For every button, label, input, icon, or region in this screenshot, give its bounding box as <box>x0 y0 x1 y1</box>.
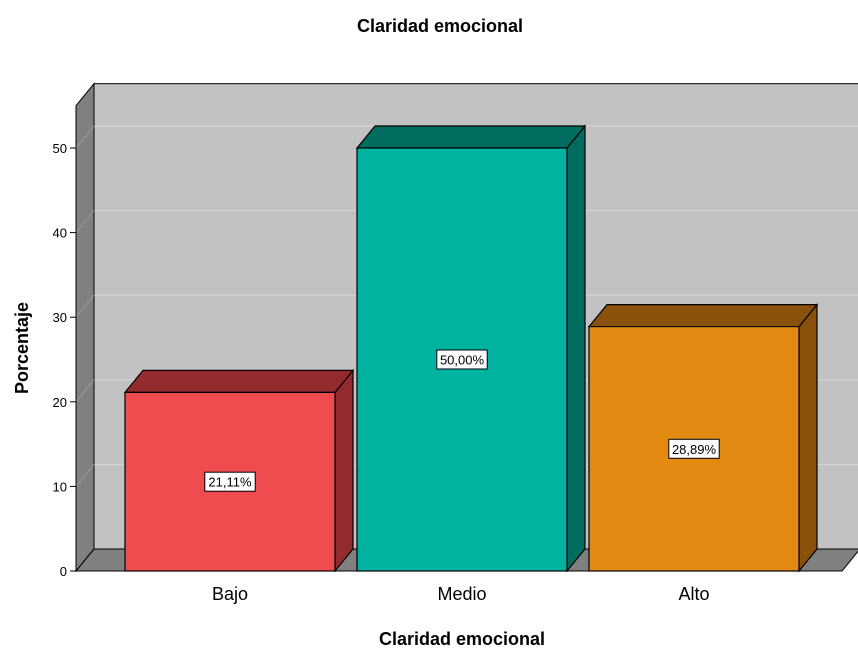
bar-side <box>798 302 818 573</box>
data-label: 21,11% <box>208 475 252 490</box>
bar-top <box>587 303 819 328</box>
data-label: 50,00% <box>440 353 485 368</box>
side-gridline <box>75 210 95 233</box>
x-axis-categories: Bajo Medio Alto <box>212 584 710 604</box>
y-tick-label: 0 <box>60 564 67 579</box>
x-category-label: Medio <box>437 584 486 604</box>
side-gridline <box>75 294 95 318</box>
y-tick-label: 20 <box>53 395 67 410</box>
bar-side <box>566 124 586 573</box>
bar-top <box>123 369 355 394</box>
bar-alto: 28,89% <box>587 302 819 573</box>
bar-side <box>334 368 354 573</box>
data-label-box <box>668 438 720 459</box>
y-tick-label: 40 <box>53 226 67 241</box>
bar-bajo: 21,11% <box>123 368 355 573</box>
x-axis-title: Claridad emocional <box>379 629 545 648</box>
side-gridline <box>75 464 95 487</box>
bar-top <box>355 125 587 149</box>
data-label: 28,89% <box>672 442 717 457</box>
side-gridline <box>75 379 95 403</box>
y-axis-ticks: 0 10 20 30 40 50 <box>53 105 77 579</box>
plot-side-wall <box>75 82 95 573</box>
bars: 21,11% 50,00% 28,89% <box>123 124 819 573</box>
y-tick-label: 10 <box>53 479 67 494</box>
data-label-box <box>436 349 488 370</box>
data-label-box <box>204 471 256 492</box>
y-axis-title: Porcentaje <box>12 302 32 394</box>
y-tick-label: 30 <box>53 310 67 325</box>
y-tick-label: 50 <box>53 141 67 156</box>
x-category-label: Bajo <box>212 584 248 604</box>
side-gridline <box>75 125 95 149</box>
x-category-label: Alto <box>678 584 709 604</box>
chart-title: Claridad emocional <box>357 16 523 36</box>
bar-medio: 50,00% <box>355 124 587 573</box>
